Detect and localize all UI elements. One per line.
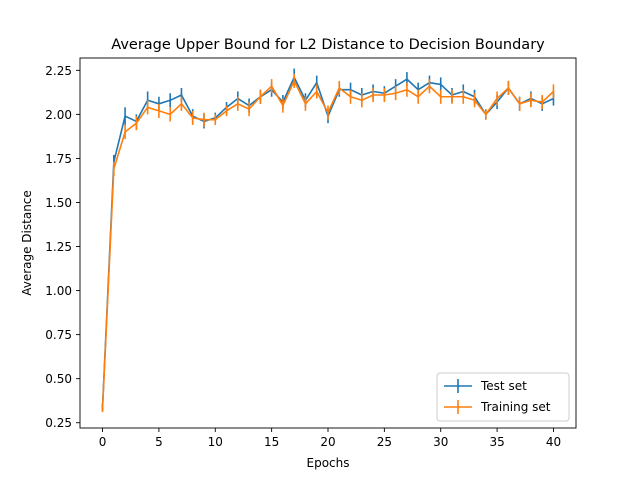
- y-tick-label: 2.00: [45, 108, 72, 122]
- y-tick-label: 0.50: [45, 372, 72, 386]
- series-training-set: [101, 73, 555, 413]
- x-tick-label: 35: [489, 435, 504, 449]
- legend-label-training-set: Training set: [480, 400, 551, 414]
- y-tick-label: 1.25: [45, 240, 72, 254]
- x-tick-label: 30: [433, 435, 448, 449]
- x-tick-label: 0: [99, 435, 107, 449]
- legend-box: [436, 372, 570, 422]
- x-tick-label: 25: [377, 435, 392, 449]
- x-tick-label: 15: [264, 435, 279, 449]
- x-axis-label: Epochs: [307, 456, 350, 470]
- x-axis: 0 5 10 15 20 25 30 35 40: [99, 428, 561, 449]
- legend-item-test-set: Test set: [444, 379, 527, 393]
- y-tick-label: 1.50: [45, 196, 72, 210]
- x-tick-label: 5: [155, 435, 163, 449]
- x-tick-label: 10: [208, 435, 223, 449]
- x-tick-label: 40: [546, 435, 561, 449]
- y-axis-label: Average Distance: [20, 190, 34, 296]
- y-tick-label: 0.25: [45, 416, 72, 430]
- series-layer: [101, 68, 555, 413]
- y-tick-label: 0.75: [45, 328, 72, 342]
- legend-label-test-set: Test set: [480, 379, 527, 393]
- y-tick-label: 2.25: [45, 64, 72, 78]
- y-axis: 0.25 0.50 0.75 1.00 1.25 1.50 1.75 2.00 2.25: [45, 64, 80, 430]
- chart-title: Average Upper Bound for L2 Distance to D…: [111, 37, 545, 53]
- y-tick-label: 1.75: [45, 152, 72, 166]
- legend: Test set Training set: [436, 372, 570, 422]
- x-tick-label: 20: [320, 435, 335, 449]
- legend-item-training-set: Training set: [444, 400, 551, 414]
- y-tick-label: 1.00: [45, 284, 72, 298]
